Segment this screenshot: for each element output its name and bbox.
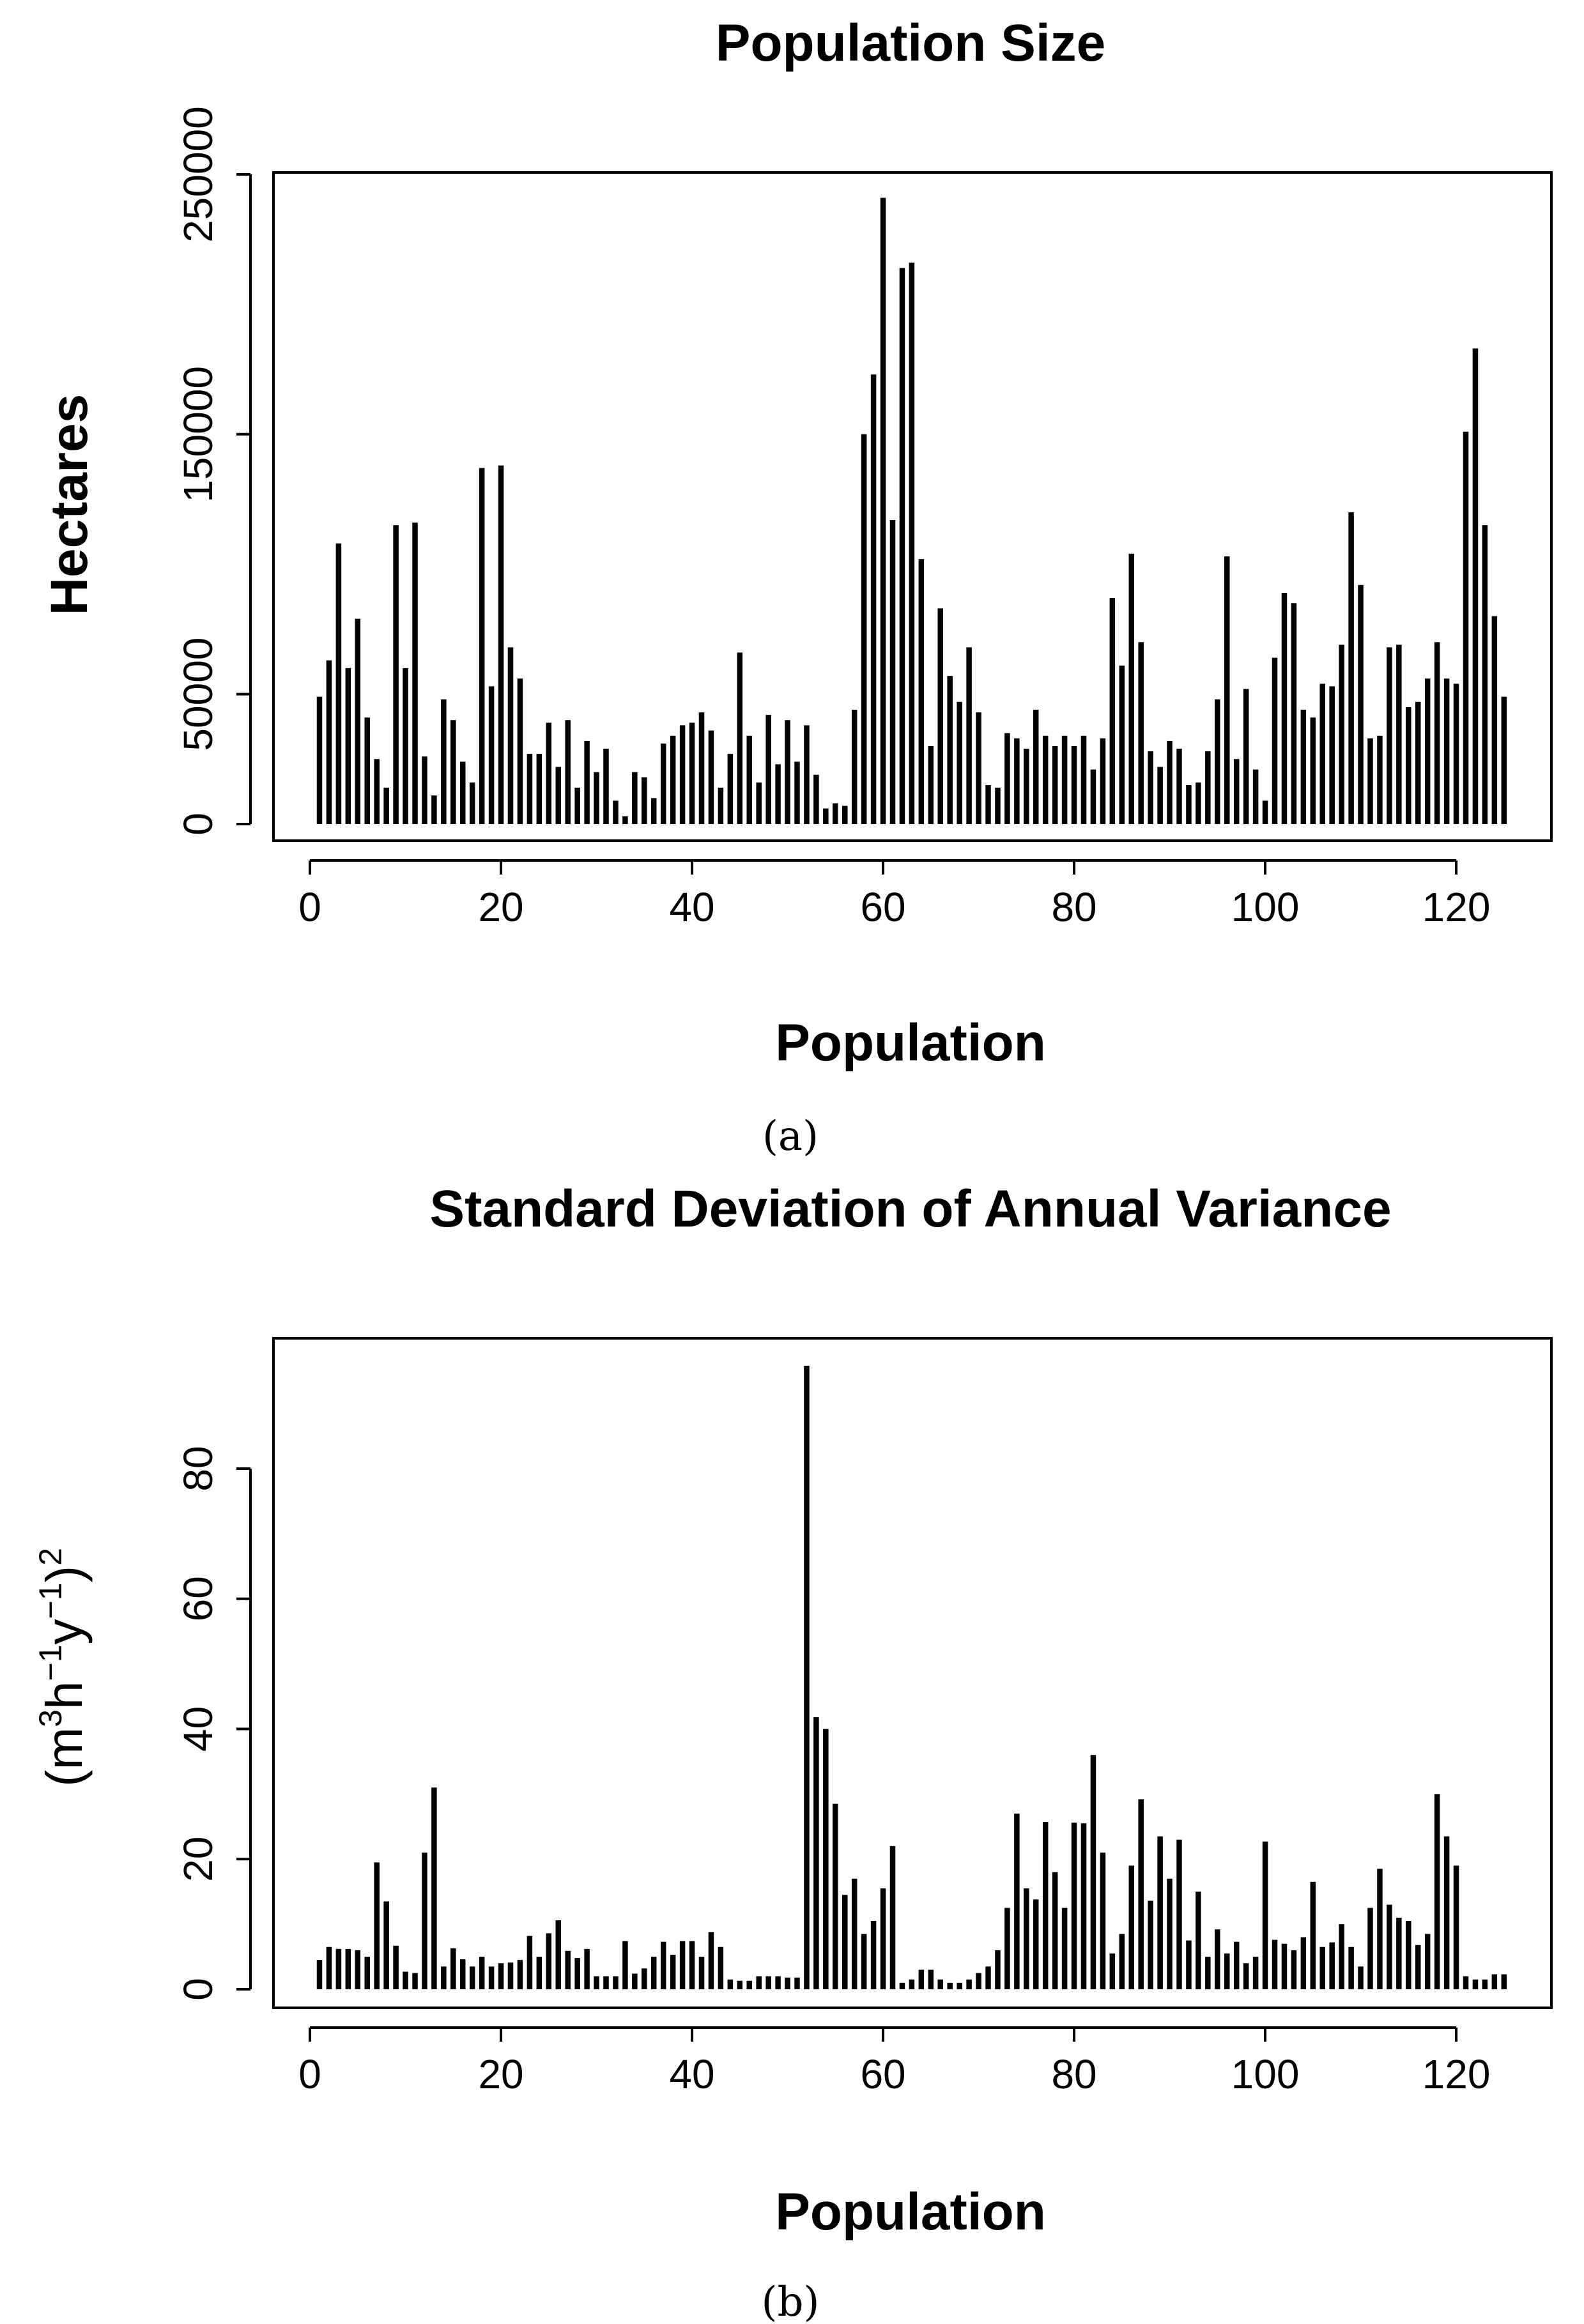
chart-a-y-axis-label: Hectares [40,394,98,615]
ylabel-sup-3: 3 [33,1709,68,1727]
chart-b-title: Standard Deviation of Annual Variance [429,1180,1391,1238]
x-tick-label-b-80: 80 [1051,2051,1096,2097]
x-tick-label-a-120: 120 [1422,884,1491,930]
x-tick-label-a-20: 20 [478,884,523,930]
y-tick-label-a-150000: 150000 [175,366,221,503]
chart-b-caption: (b) [762,2279,820,2324]
chart-b-x-axis-label: Population [775,2183,1046,2241]
x-tick-label-b-40: 40 [669,2051,714,2097]
x-tick-label-b-100: 100 [1231,2051,1300,2097]
ylabel-sup-neg1-b: −1 [33,1582,68,1619]
chart-a-x-axis-label: Population [775,1014,1046,1072]
y-tick-label-b-60: 60 [175,1576,221,1621]
x-tick-label-a-40: 40 [669,884,714,930]
chart-a-x-axis: 0 20 40 60 80 100 120 [298,859,1491,930]
x-tick-label-a-60: 60 [860,884,905,930]
x-tick-label-b-0: 0 [298,2051,321,2097]
chart-b-x-axis: 0 20 40 60 80 100 120 [298,2026,1491,2097]
chart-b-bars [316,1366,1507,1989]
x-tick-label-a-100: 100 [1231,884,1300,930]
ylabel-sup-2: 2 [33,1548,68,1566]
chart-a-plot-frame [272,171,1553,842]
x-tick-label-a-80: 80 [1051,884,1096,930]
y-tick-label-a-50000: 50000 [175,638,221,751]
y-tick-label-a-0: 0 [175,813,221,836]
y-tick-label-a-250000: 250000 [175,106,221,243]
chart-a-y-axis: 0 50000 150000 250000 [175,106,252,836]
chart-b-plot-frame [272,1337,1553,2009]
x-tick-label-b-120: 120 [1422,2051,1491,2097]
ylabel-y: y [36,1619,93,1644]
ylabel-h: h [36,1681,93,1709]
y-tick-label-b-0: 0 [175,1978,221,2001]
chart-a-caption: (a) [762,1113,819,1160]
x-tick-label-b-60: 60 [860,2051,905,2097]
ylabel-sup-neg1-a: −1 [33,1644,68,1681]
ylabel-open: (m [36,1727,93,1787]
chart-b-y-axis: 0 20 40 60 80 [175,1446,252,2001]
y-tick-label-b-80: 80 [175,1446,221,1491]
panel-b-standard-deviation: Standard Deviation of Annual Variance 0 2… [33,1180,1553,2324]
chart-b-y-axis-label: (m3h−1y−1)2 [33,1548,93,1787]
y-tick-label-b-40: 40 [175,1706,221,1752]
panel-a-population-size: Population Size 0 20 40 60 80 100 120 0 50000 15… [40,14,1553,1160]
chart-a-title: Population Size [716,14,1105,72]
x-tick-label-b-20: 20 [478,2051,523,2097]
chart-a-bars [316,197,1507,824]
x-tick-label-a-0: 0 [298,884,321,930]
ylabel-close: ) [36,1566,93,1583]
y-tick-label-b-20: 20 [175,1837,221,1882]
